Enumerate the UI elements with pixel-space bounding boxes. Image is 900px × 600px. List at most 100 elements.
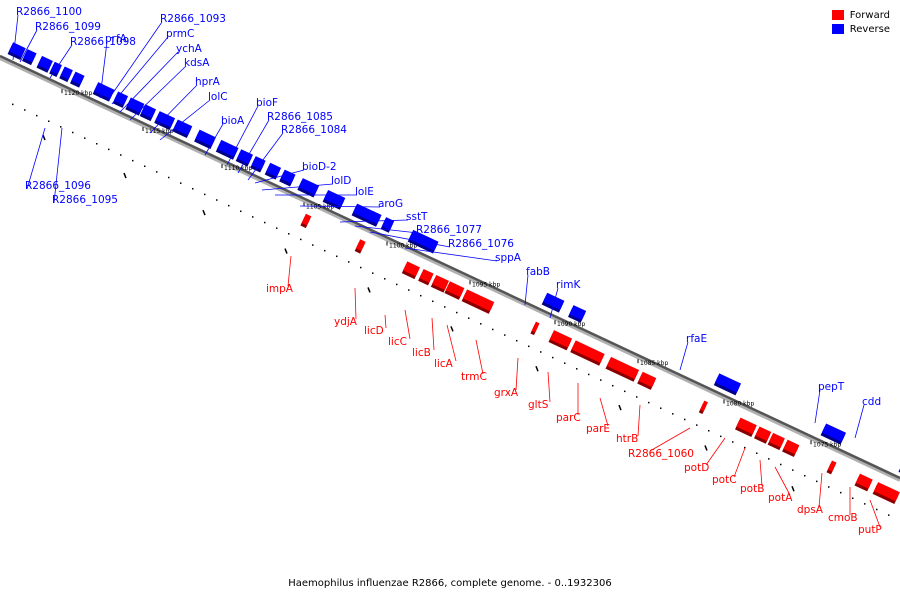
forward-gene[interactable] <box>354 239 366 254</box>
forward-gene[interactable] <box>872 482 900 505</box>
reverse-gene-label[interactable]: R2866_1084 <box>281 124 347 136</box>
reverse-gene-label[interactable]: R2866_1077 <box>416 224 482 236</box>
forward-gene-label[interactable]: licD <box>364 325 384 337</box>
forward-gene-label[interactable]: htrB <box>616 433 638 445</box>
forward-gene[interactable] <box>605 356 640 382</box>
reverse-gene[interactable] <box>264 162 282 180</box>
scale-dot <box>228 204 230 207</box>
legend-label-forward: Forward <box>849 9 890 21</box>
reverse-leader-line <box>354 225 419 234</box>
reverse-gene-label[interactable]: lolC <box>208 91 228 103</box>
reverse-gene[interactable] <box>139 104 157 122</box>
forward-gene[interactable] <box>530 321 540 336</box>
forward-gene[interactable] <box>300 213 312 229</box>
forward-gene-label[interactable]: putP <box>858 524 882 536</box>
reverse-gene[interactable] <box>92 82 115 102</box>
reverse-gene-label[interactable]: cdd <box>862 396 881 408</box>
reverse-gene-label[interactable]: hprA <box>195 76 221 88</box>
reverse-gene-label[interactable]: pepT <box>818 381 845 393</box>
forward-gene-label[interactable]: potB <box>740 483 764 495</box>
forward-gene-label[interactable]: cmoB <box>828 512 858 524</box>
forward-gene[interactable] <box>698 400 708 415</box>
forward-gene-label[interactable]: parE <box>586 423 610 435</box>
reverse-gene-label[interactable]: R2866_1093 <box>160 13 226 25</box>
genome-caption: Haemophilus influenzae R2866, complete g… <box>288 578 612 589</box>
reverse-gene-label[interactable]: R2866_1095 <box>52 194 118 206</box>
forward-gene[interactable] <box>401 261 420 280</box>
forward-gene[interactable] <box>430 274 449 293</box>
reverse-gene[interactable] <box>407 229 439 254</box>
reverse-leader-line <box>159 99 211 141</box>
forward-gene[interactable] <box>854 473 873 492</box>
forward-gene-label[interactable]: grxA <box>494 387 519 399</box>
reverse-gene-label[interactable]: bioF <box>256 97 278 109</box>
scale-dot <box>384 278 386 280</box>
reverse-gene-label[interactable]: lolD <box>331 175 351 187</box>
reverse-gene[interactable] <box>297 178 320 198</box>
forward-gene[interactable] <box>782 439 800 457</box>
forward-gene[interactable] <box>826 460 837 475</box>
reverse-gene[interactable] <box>351 203 375 224</box>
forward-gene-label[interactable]: licB <box>412 347 431 359</box>
reverse-gene[interactable] <box>36 55 53 73</box>
forward-gene[interactable] <box>754 426 772 444</box>
reverse-gene-label[interactable]: prmC <box>166 28 194 40</box>
forward-gene-label[interactable]: potA <box>768 492 793 504</box>
reverse-gene[interactable] <box>112 91 129 108</box>
forward-gene-label[interactable]: licA <box>434 358 454 370</box>
reverse-gene-label[interactable]: lolE <box>355 186 374 198</box>
scale-dot <box>108 148 110 151</box>
reverse-gene-label[interactable]: R2866_1076 <box>448 238 514 250</box>
forward-gene-label[interactable]: R2866_1060 <box>628 448 694 460</box>
reverse-gene-label[interactable]: sppA <box>495 252 522 264</box>
forward-gene-label[interactable]: gltS <box>528 399 549 411</box>
reverse-gene-label[interactable]: bioA <box>221 115 245 127</box>
forward-gene[interactable] <box>548 330 573 351</box>
forward-gene[interactable] <box>637 371 657 390</box>
reverse-gene[interactable] <box>568 305 587 323</box>
reverse-gene[interactable] <box>59 66 73 83</box>
forward-gene-label[interactable]: dpsA <box>797 504 824 516</box>
reverse-gene[interactable] <box>22 49 37 66</box>
reverse-gene-label[interactable]: R2866_1099 <box>35 21 101 33</box>
forward-gene[interactable] <box>444 281 465 300</box>
forward-gene-label[interactable]: potD <box>684 462 709 474</box>
reverse-gene-label[interactable]: R2866_1098 <box>70 36 136 48</box>
reverse-gene-label[interactable]: R2866_1100 <box>16 6 82 18</box>
reverse-gene-label[interactable]: bioD-2 <box>302 161 337 173</box>
reverse-gene[interactable] <box>279 169 296 187</box>
reverse-gene-label[interactable]: prfA <box>105 33 128 45</box>
forward-gene-label[interactable]: trmC <box>461 371 487 383</box>
forward-gene[interactable] <box>461 289 495 314</box>
forward-gene-label[interactable]: impA <box>266 283 294 295</box>
reverse-gene-label[interactable]: aroG <box>378 198 403 210</box>
forward-gene[interactable] <box>570 340 605 366</box>
reverse-gene[interactable] <box>541 292 565 313</box>
reverse-gene-label[interactable]: R2866_1085 <box>267 111 333 123</box>
reverse-gene-label[interactable]: rfaE <box>686 333 707 345</box>
scale-dot <box>540 351 542 353</box>
reverse-gene-label[interactable]: R2866_1096 <box>25 180 91 192</box>
forward-gene[interactable] <box>735 417 757 437</box>
reverse-gene-label[interactable]: rimK <box>556 279 581 291</box>
forward-gene-label[interactable]: ydjA <box>334 316 358 328</box>
scale-dot <box>636 396 638 398</box>
reverse-gene[interactable] <box>820 423 847 445</box>
reverse-gene-label[interactable]: sstT <box>406 211 428 223</box>
reverse-gene-label[interactable]: kdsA <box>184 57 210 69</box>
reverse-gene[interactable] <box>194 129 216 150</box>
forward-gene[interactable] <box>418 268 434 286</box>
forward-gene-label[interactable]: licC <box>388 336 407 348</box>
forward-gene-label[interactable]: potC <box>712 474 737 486</box>
forward-gene[interactable] <box>767 432 785 451</box>
reverse-gene[interactable] <box>322 189 346 210</box>
reverse-gene[interactable] <box>154 111 176 131</box>
reverse-gene[interactable] <box>70 71 85 88</box>
scale-dot <box>876 508 878 511</box>
reverse-gene-label[interactable]: ychA <box>176 43 203 55</box>
reverse-gene[interactable] <box>250 156 266 173</box>
reverse-gene[interactable] <box>713 373 742 396</box>
reverse-gene-label[interactable]: fabB <box>526 266 550 278</box>
forward-gene-label[interactable]: parC <box>556 412 581 424</box>
reverse-gene[interactable] <box>7 42 26 60</box>
